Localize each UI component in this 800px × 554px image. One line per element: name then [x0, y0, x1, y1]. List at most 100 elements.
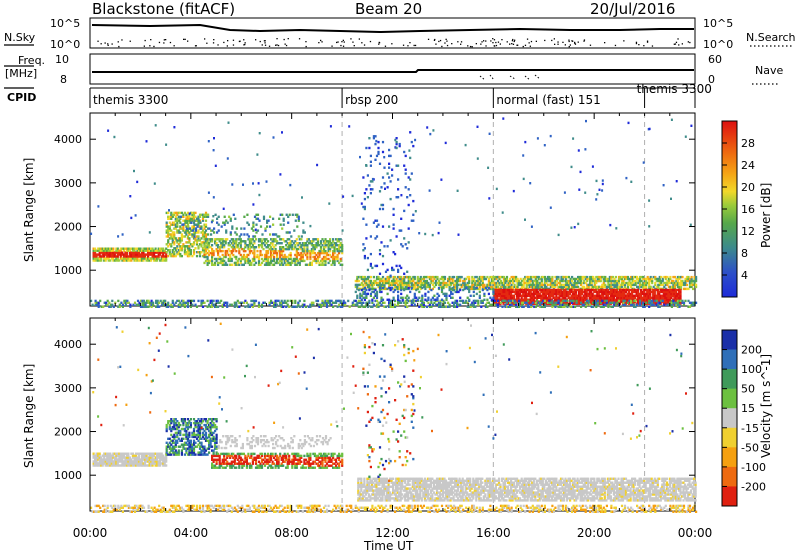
- power-cell: [240, 227, 243, 230]
- power-cell: [212, 253, 215, 257]
- power-cell: [276, 251, 279, 255]
- power-cell: [644, 288, 647, 292]
- power-cell: [675, 180, 678, 183]
- power-cell: [392, 283, 395, 287]
- power-cell: [273, 240, 276, 243]
- power-cell: [577, 285, 580, 289]
- power-cell: [98, 255, 101, 258]
- power-cell: [262, 242, 265, 245]
- power-cell: [554, 303, 557, 306]
- power-cell: [204, 223, 208, 226]
- power-cell: [430, 281, 433, 285]
- power-cell: [533, 285, 536, 289]
- power-cell: [438, 221, 441, 224]
- power-cell: [212, 263, 215, 266]
- power-cell: [598, 275, 601, 279]
- power-cell: [336, 247, 339, 251]
- power-cell: [388, 301, 391, 304]
- power-cell: [199, 227, 202, 230]
- power-cell: [381, 281, 385, 285]
- power-cell: [442, 283, 445, 287]
- power-cell: [628, 277, 631, 281]
- power-cell: [101, 255, 104, 258]
- power-cell: [682, 287, 686, 291]
- power-cell: [468, 305, 471, 308]
- power-cell: [244, 259, 247, 263]
- power-cell: [617, 292, 620, 296]
- power-cell: [185, 252, 188, 256]
- power-cell: [453, 285, 456, 289]
- power-cell: [409, 290, 412, 294]
- power-cell: [496, 305, 500, 308]
- power-cell: [388, 225, 391, 228]
- power-cell: [481, 275, 484, 279]
- power-cell: [356, 283, 359, 287]
- power-cell: [263, 301, 267, 304]
- power-cell: [107, 247, 110, 250]
- power-cell: [505, 294, 508, 297]
- power-cell: [148, 231, 151, 234]
- power-cell: [595, 305, 598, 308]
- power-cell: [138, 303, 141, 306]
- power-cell: [240, 233, 243, 236]
- power-cell: [502, 292, 505, 296]
- power-cell: [92, 247, 95, 250]
- power-cell: [287, 221, 290, 224]
- power-cell: [122, 259, 125, 262]
- power-cell: [474, 299, 477, 303]
- power-cell: [203, 231, 207, 234]
- power-cell: [503, 290, 507, 294]
- power-cell: [453, 275, 456, 279]
- power-cell: [391, 281, 394, 285]
- power-cell: [611, 292, 614, 296]
- power-cell: [375, 154, 379, 158]
- power-cell: [289, 246, 292, 249]
- nsearch-dot: [337, 41, 339, 43]
- power-cell: [96, 303, 99, 306]
- power-cell: [403, 279, 406, 283]
- power-cell: [307, 238, 310, 241]
- power-cell: [652, 294, 655, 297]
- power-cell: [584, 290, 587, 294]
- power-cell: [374, 294, 377, 297]
- power-cell: [495, 275, 498, 279]
- power-cell: [422, 281, 425, 285]
- power-cell: [179, 239, 182, 242]
- power-cell: [617, 299, 621, 303]
- power-cell: [260, 242, 264, 245]
- power-cell: [506, 288, 510, 292]
- power-cell: [667, 296, 670, 299]
- power-cell: [649, 277, 652, 281]
- power-cell: [149, 303, 152, 306]
- power-cell: [285, 257, 288, 261]
- power-cell: [539, 303, 542, 306]
- power-cell: [229, 233, 232, 236]
- power-cell: [110, 257, 113, 260]
- power-cell: [230, 249, 233, 253]
- power-cell: [416, 275, 419, 279]
- power-cell: [363, 286, 366, 290]
- power-cell: [130, 251, 133, 254]
- power-cell: [495, 283, 498, 287]
- power-cell: [95, 253, 98, 256]
- power-cell: [180, 254, 183, 258]
- power-cell: [544, 296, 547, 299]
- power-cell: [112, 247, 115, 250]
- power-cell: [397, 283, 400, 287]
- power-cell: [419, 283, 422, 287]
- power-cell: [256, 229, 260, 232]
- power-cell: [315, 299, 318, 303]
- power-cell: [127, 249, 130, 252]
- nsearch-dot: [285, 44, 288, 47]
- power-cell: [667, 294, 670, 297]
- power-cell: [406, 196, 409, 199]
- power-cell: [673, 294, 676, 297]
- power-cell: [194, 227, 198, 230]
- power-cell: [145, 140, 148, 143]
- power-cell: [578, 188, 581, 191]
- power-cell: [581, 288, 584, 292]
- power-cell: [552, 285, 555, 289]
- power-cell: [330, 242, 333, 245]
- power-cell: [134, 247, 138, 250]
- power-cell: [627, 292, 631, 296]
